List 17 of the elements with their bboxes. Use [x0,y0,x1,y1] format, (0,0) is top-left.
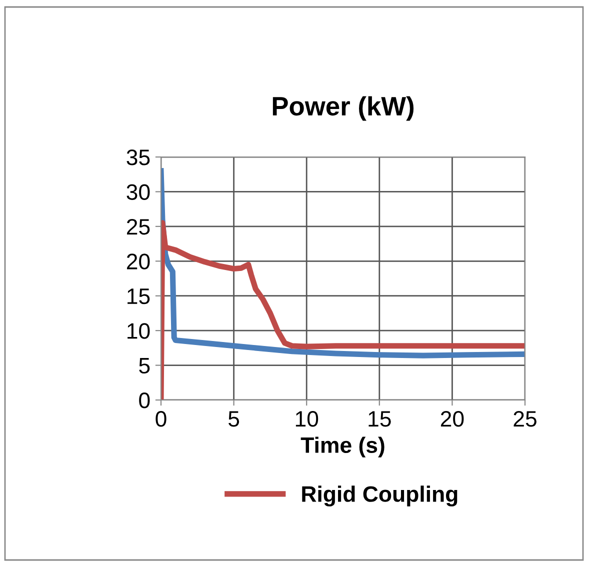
legend-label: Rigid Coupling [302,486,458,506]
y-tick-label: 20 [126,254,150,270]
chart-title: Power (kW) [272,96,414,121]
y-tick-label: 35 [126,150,150,166]
y-tick-label: 15 [128,288,150,304]
x-tick-label: 0 [156,411,166,427]
x-tick-label: 25 [514,411,536,427]
y-tick-label: 30 [126,184,150,200]
y-tick-label: 25 [126,218,150,235]
x-tick-label: 10 [296,411,318,427]
x-tick-label: 20 [440,411,464,427]
y-tick-label: 10 [128,323,150,339]
x-axis-title: Time (s) [300,436,384,458]
y-tick-label: 5 [139,358,150,374]
x-tick-label: 5 [228,411,240,427]
x-tick-label: 15 [368,411,391,427]
y-tick-label: 0 [139,392,150,408]
